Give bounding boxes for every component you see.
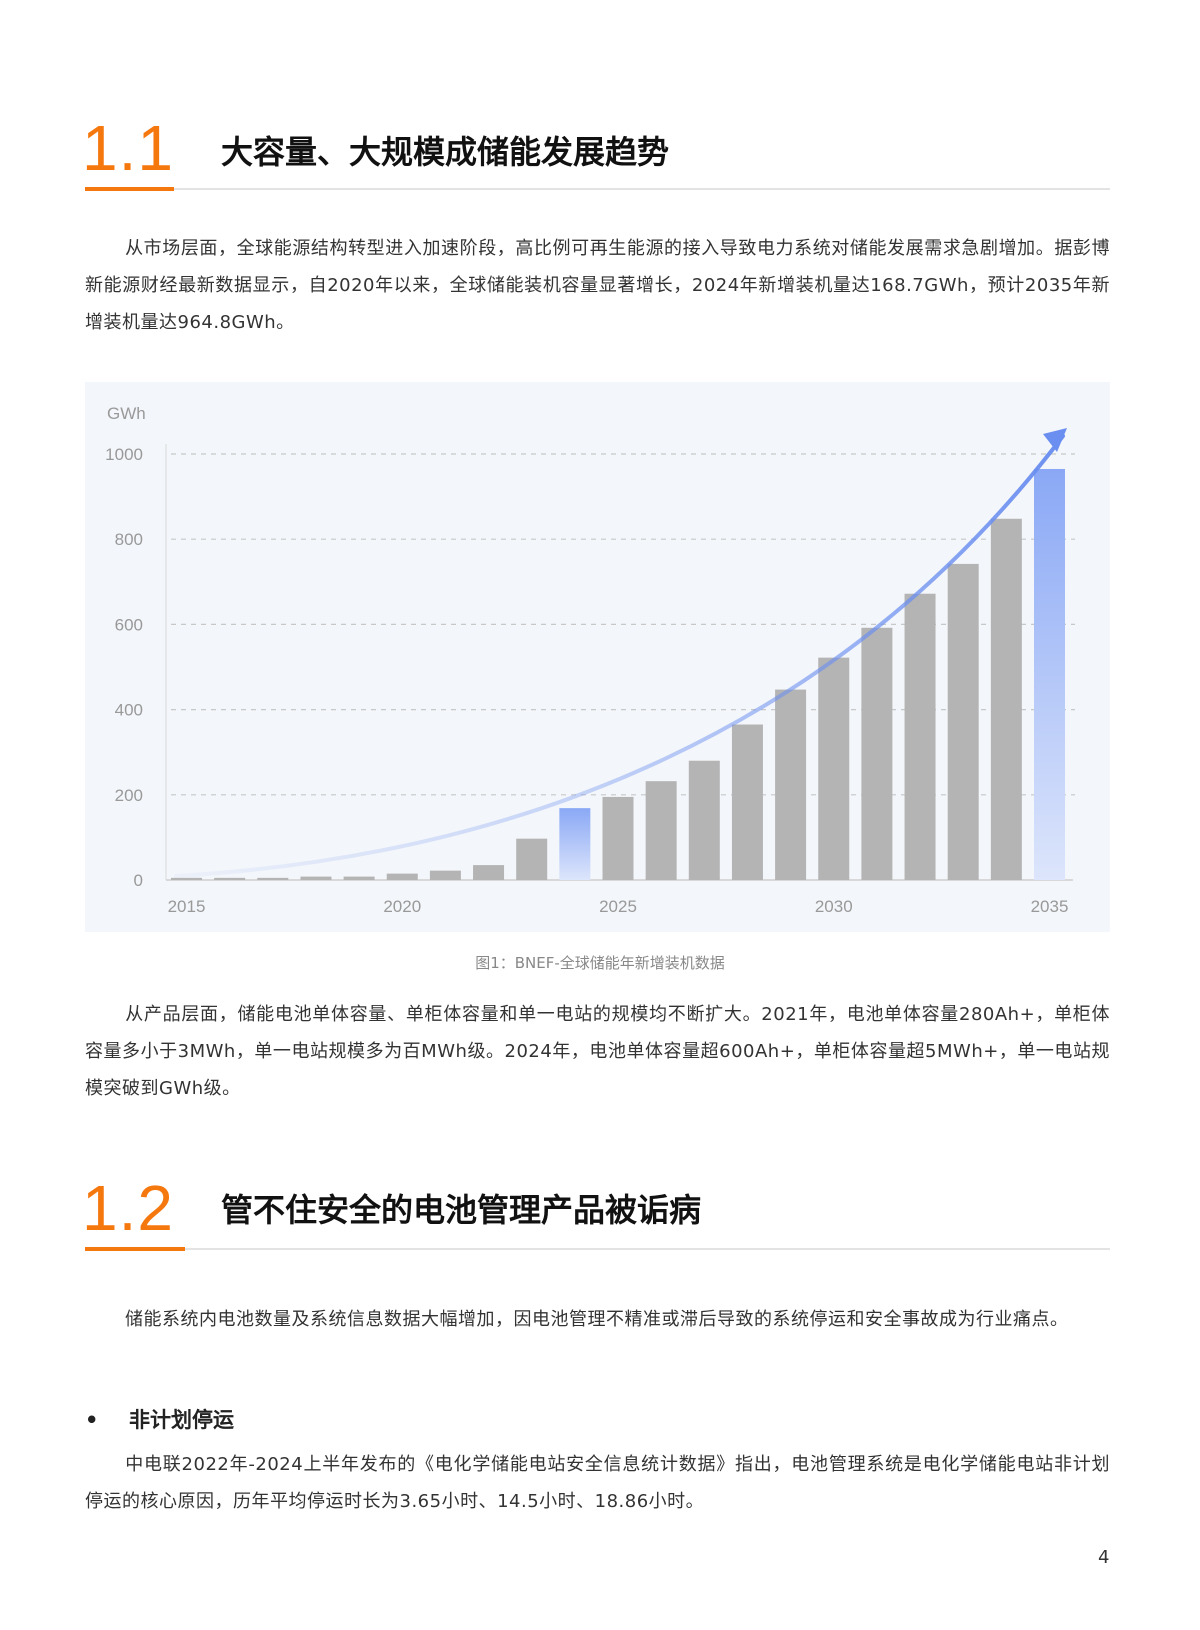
y-tick-label: 200 [115, 786, 143, 805]
x-tick-label: 2020 [383, 897, 421, 916]
bar-2025 [602, 796, 634, 880]
bullet-icon: • [85, 1408, 99, 1432]
y-tick-label: 600 [115, 615, 143, 634]
paragraph: 储能系统内电池数量及系统信息数据大幅增加，因电池管理不精准或滞后导致的系统停运和… [85, 1301, 1110, 1338]
section-number: 1.2 [82, 1172, 174, 1244]
bar-2032 [904, 593, 936, 880]
y-tick-label: 400 [115, 701, 143, 720]
page-number: 4 [1098, 1547, 1110, 1568]
section-title: 管不住安全的电池管理产品被诟病 [221, 1191, 702, 1229]
figure-caption: 图1：BNEF-全球储能年新增装机数据 [475, 954, 725, 972]
section-number: 1.1 [82, 112, 174, 184]
bar-2026 [645, 781, 677, 880]
chart: 0 200 400 600 800 1000 GWh 2015 2020 2025 2030 2035 [85, 382, 1110, 932]
paragraph-text: 储能系统内电池数量及系统信息数据大幅增加，因电池管理不精准或滞后导致的系统停运和… [125, 1309, 1069, 1330]
paragraph: 中电联2022年-2024上半年发布的《电化学储能电站安全信息统计数据》指出，电… [85, 1446, 1110, 1520]
bar-2024 [559, 808, 591, 880]
bar-chart: 0 200 400 600 800 1000 GWh 2015 2020 2025 2030 2035 [105, 404, 1075, 916]
bar-2029 [775, 689, 807, 880]
bar-2022 [473, 865, 505, 880]
bar-2034 [990, 518, 1022, 880]
y-tick-label: 0 [134, 871, 143, 890]
x-tick-label: 2015 [168, 897, 206, 916]
bar-2021 [429, 870, 461, 880]
paragraph: 从产品层面，储能电池单体容量、单柜体容量和单一电站的规模均不断扩大。2021年，… [85, 996, 1110, 1107]
bar-2018 [300, 876, 332, 880]
bar-2015 [171, 877, 202, 880]
bar-2019 [343, 876, 375, 880]
bar-2033 [947, 563, 979, 880]
bar-2031 [861, 627, 893, 880]
paragraph-text: 中电联2022年-2024上半年发布的《电化学储能电站安全信息统计数据》指出，电… [85, 1454, 1110, 1512]
bar-2035 [1034, 468, 1065, 880]
bullet-title: 非计划停运 [129, 1408, 234, 1432]
bar-2023 [516, 838, 548, 880]
bullet-heading: • 非计划停运 [85, 1404, 234, 1434]
y-axis-label: GWh [107, 404, 146, 423]
section-title: 大容量、大规模成储能发展趋势 [221, 133, 670, 171]
section-divider [85, 1247, 1110, 1251]
x-tick-label: 2030 [815, 897, 853, 916]
bar-2016 [214, 877, 246, 880]
bar-2028 [731, 724, 763, 880]
bar-2020 [386, 873, 418, 880]
bar-2027 [688, 760, 720, 880]
trend-arrow-line [174, 434, 1065, 878]
paragraph-text: 从产品层面，储能电池单体容量、单柜体容量和单一电站的规模均不断扩大。2021年，… [85, 1004, 1110, 1099]
section-divider [85, 187, 1110, 191]
bar-2017 [257, 877, 289, 880]
x-tick-label: 2035 [1031, 897, 1069, 916]
y-tick-label: 1000 [105, 445, 143, 464]
y-tick-label: 800 [115, 530, 143, 549]
paragraph: 从市场层面，全球能源结构转型进入加速阶段，高比例可再生能源的接入导致电力系统对储… [85, 230, 1110, 341]
x-tick-label: 2025 [599, 897, 637, 916]
bar-2030 [818, 657, 850, 880]
trend-arrow-head-icon [1043, 428, 1067, 452]
paragraph-text: 从市场层面，全球能源结构转型进入加速阶段，高比例可再生能源的接入导致电力系统对储… [85, 238, 1110, 333]
